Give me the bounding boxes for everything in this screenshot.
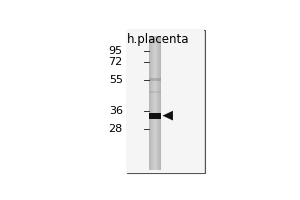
Bar [156,36,157,170]
Bar [127,30,205,173]
Bar [148,113,161,119]
Bar [159,36,160,170]
Bar [148,78,161,81]
Bar [148,36,149,170]
Bar [154,36,155,170]
Bar [150,36,151,170]
Bar [154,36,155,170]
Text: 95: 95 [109,46,123,56]
Bar [151,36,152,170]
Bar [148,91,161,93]
Text: h.placenta: h.placenta [127,33,190,46]
Text: 55: 55 [109,75,123,85]
Bar [152,36,153,170]
Bar [155,36,156,170]
Bar [128,30,204,173]
Text: 72: 72 [109,57,123,67]
Bar [158,36,159,170]
Text: 36: 36 [109,106,123,116]
Bar [153,36,154,170]
Bar [149,36,150,170]
Text: 28: 28 [109,124,123,134]
Bar [157,36,158,170]
Polygon shape [163,111,173,120]
Bar [160,36,161,170]
